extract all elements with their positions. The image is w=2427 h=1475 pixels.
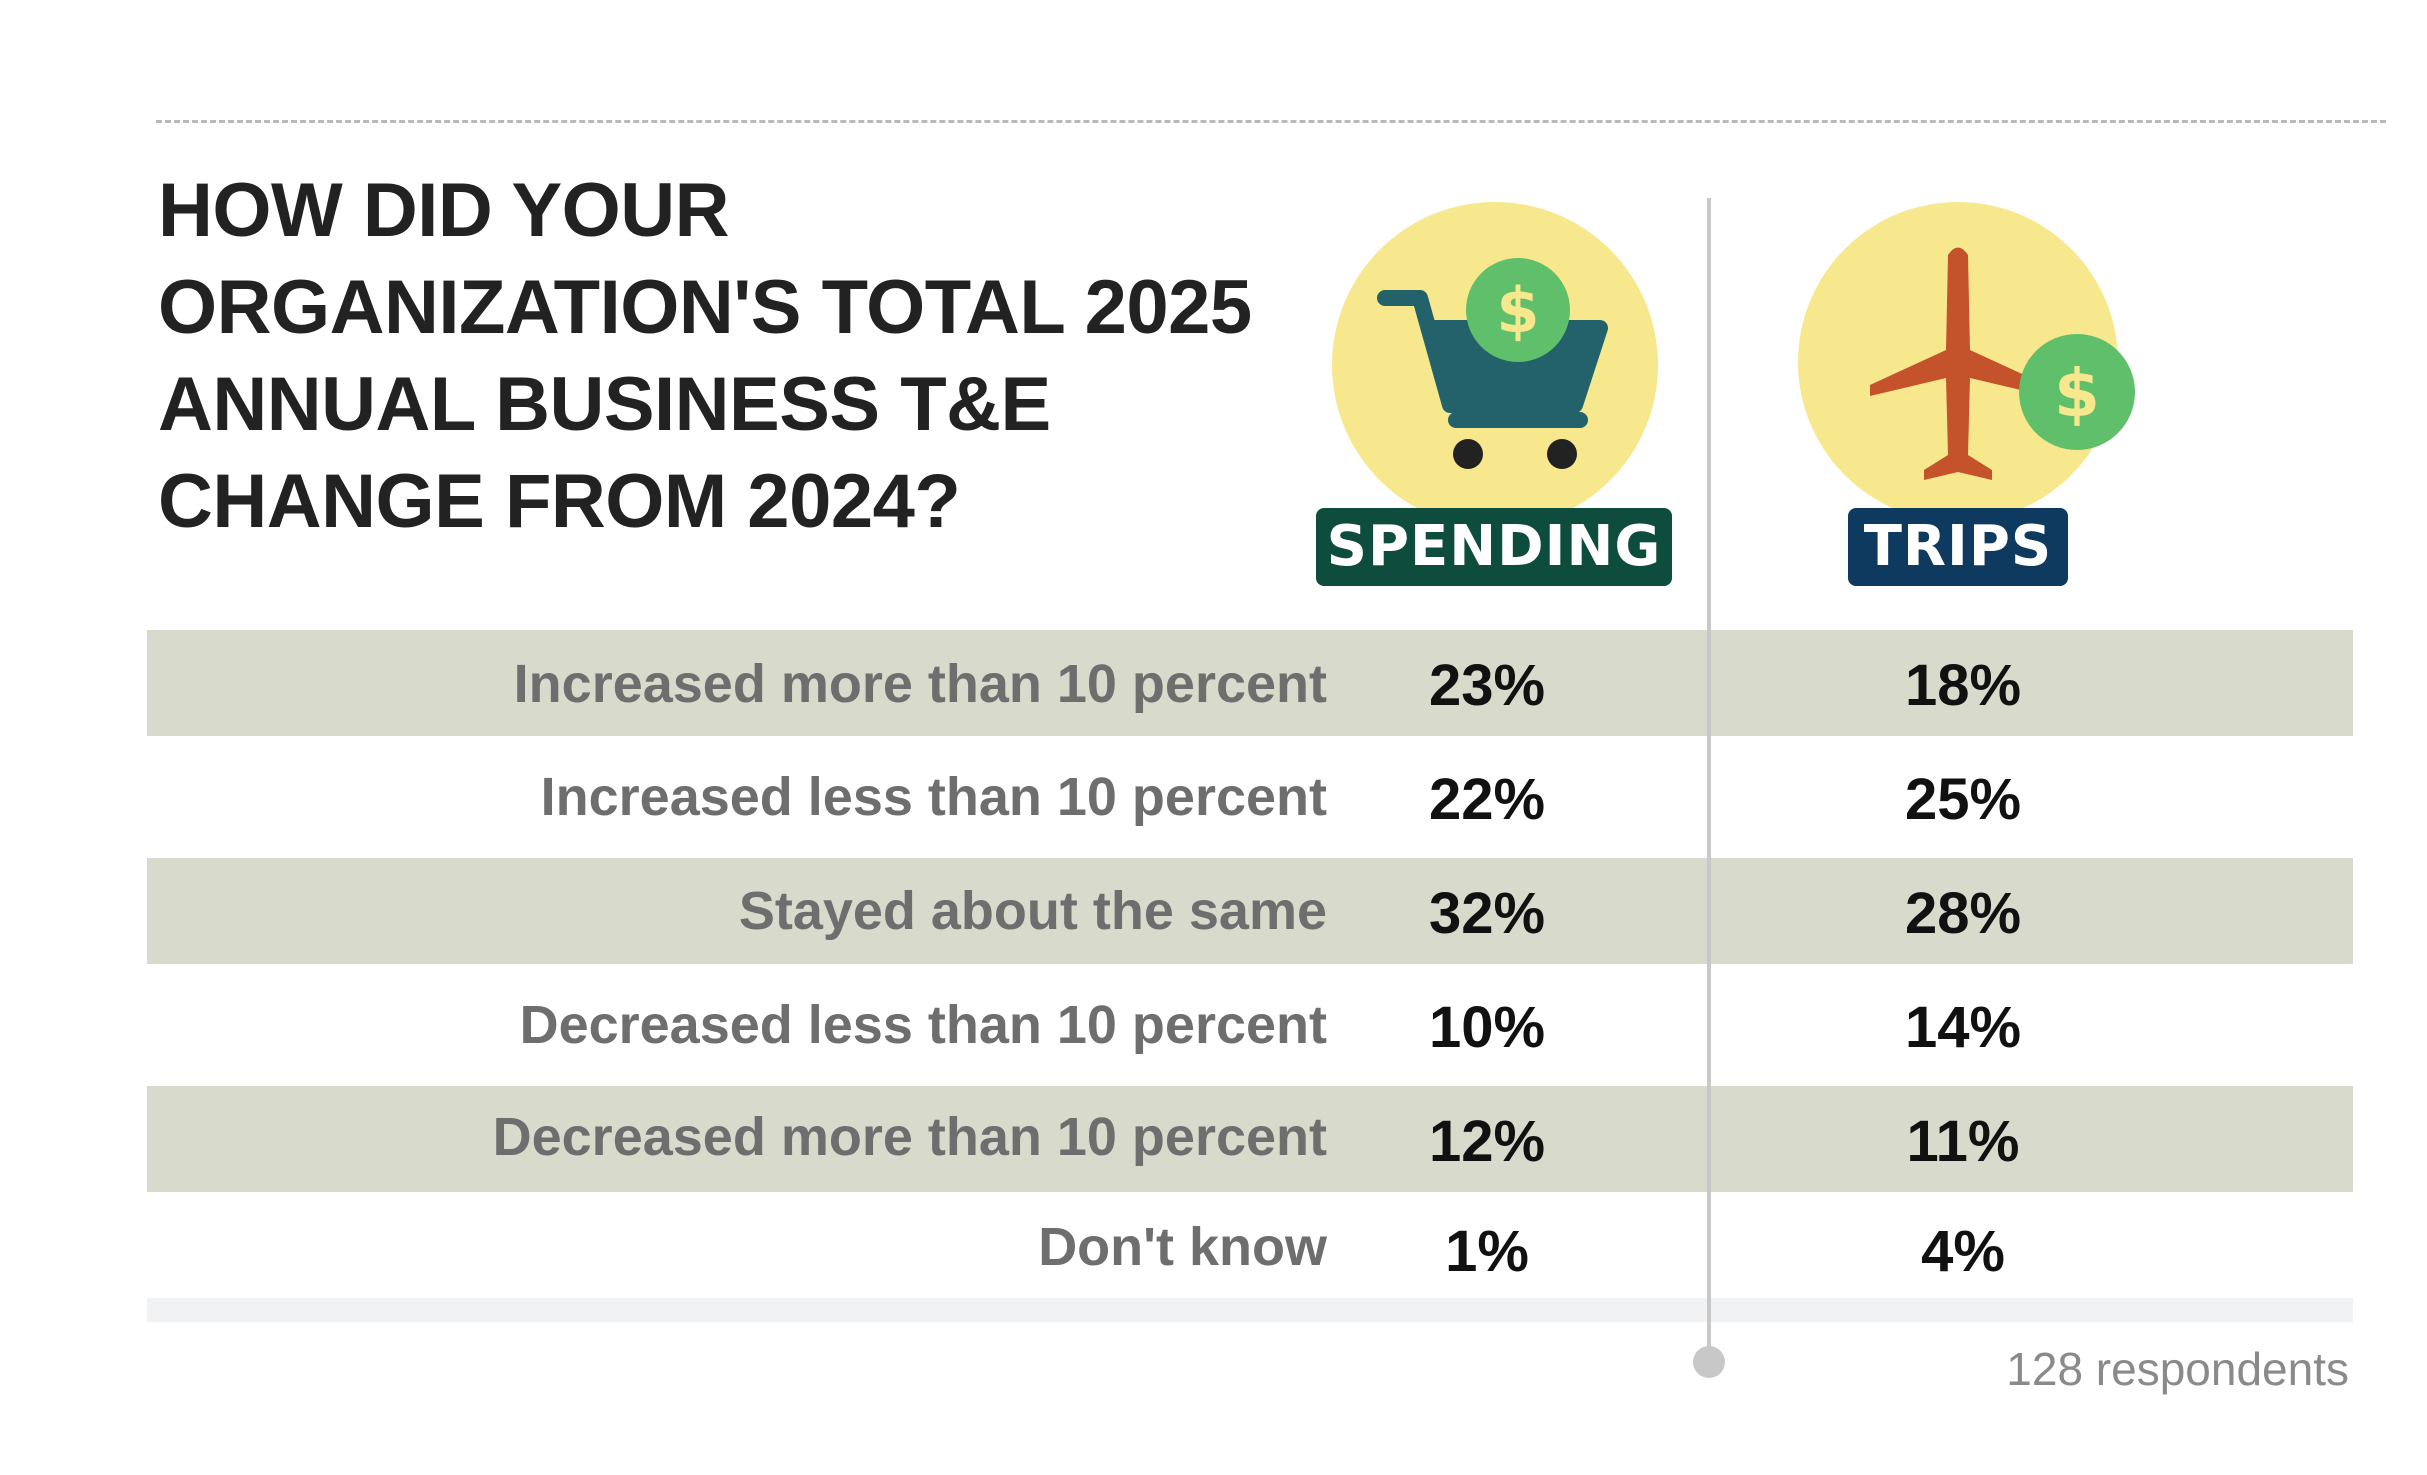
table-row: Increased less than 10 percent 22% 25% xyxy=(147,736,2353,858)
spending-value: 22% xyxy=(1428,767,1546,832)
trips-value: 11% xyxy=(1906,1109,2020,1174)
svg-text:$: $ xyxy=(1496,274,1539,347)
table-bottom-band xyxy=(147,1298,2353,1322)
row-label: Stayed about the same xyxy=(738,881,1327,941)
results-table: Increased more than 10 percent 23% 18% I… xyxy=(147,630,2353,1298)
row-label: Decreased less than 10 percent xyxy=(519,995,1327,1055)
dashed-divider-line xyxy=(156,120,2386,123)
row-label: Increased less than 10 percent xyxy=(540,767,1327,827)
table-row: Decreased less than 10 percent 10% 14% xyxy=(147,964,2353,1086)
row-label: Decreased more than 10 percent xyxy=(492,1107,1327,1167)
trips-value: 25% xyxy=(1904,767,2022,832)
table-row: Stayed about the same 32% 28% xyxy=(147,858,2353,964)
row-label: Don't know xyxy=(1038,1217,1327,1277)
column-divider-line xyxy=(1707,198,1711,1360)
svg-text:$: $ xyxy=(2054,355,2100,432)
spending-value: 32% xyxy=(1428,881,1546,946)
trips-value: 4% xyxy=(1921,1219,2005,1284)
respondents-footnote: 128 respondents xyxy=(2006,1343,2349,1395)
spending-value: 10% xyxy=(1428,995,1546,1060)
spending-column-label: SPENDING xyxy=(1316,508,1672,586)
spending-value: 1% xyxy=(1445,1219,1529,1284)
column-divider-dot xyxy=(1693,1346,1725,1378)
airplane-dollar-icon: $ xyxy=(1798,202,2135,522)
table-row: Don't know 1% 4% xyxy=(147,1192,2353,1298)
chart-title: HOW DID YOUR ORGANIZATION'S TOTAL 2025 A… xyxy=(158,168,1252,544)
spending-value: 23% xyxy=(1428,653,1546,718)
trips-value: 14% xyxy=(1904,995,2022,1060)
shopping-cart-dollar-icon: $ xyxy=(1332,202,1658,528)
row-label: Increased more than 10 percent xyxy=(513,654,1327,714)
trips-value: 18% xyxy=(1904,653,2022,718)
table-row: Increased more than 10 percent 23% 18% xyxy=(147,630,2353,736)
trips-value: 28% xyxy=(1904,881,2022,946)
table-row: Decreased more than 10 percent 12% 11% xyxy=(147,1086,2353,1192)
trips-column-label: TRIPS xyxy=(1848,508,2068,586)
spending-value: 12% xyxy=(1428,1109,1546,1174)
